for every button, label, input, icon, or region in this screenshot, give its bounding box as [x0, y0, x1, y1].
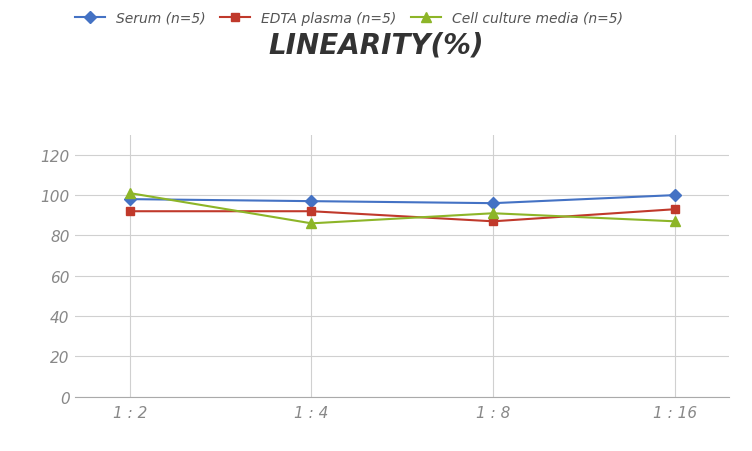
- EDTA plasma (n=5): [671, 207, 680, 212]
- Line: Cell culture media (n=5): Cell culture media (n=5): [125, 189, 680, 229]
- Line: EDTA plasma (n=5): EDTA plasma (n=5): [126, 206, 679, 226]
- Line: Serum (n=5): Serum (n=5): [126, 192, 679, 208]
- Cell culture media (n=5): [489, 211, 498, 216]
- Serum (n=5): [307, 199, 316, 204]
- Cell culture media (n=5): [307, 221, 316, 226]
- EDTA plasma (n=5): [489, 219, 498, 225]
- EDTA plasma (n=5): [125, 209, 134, 215]
- EDTA plasma (n=5): [307, 209, 316, 215]
- Cell culture media (n=5): [671, 219, 680, 225]
- Text: LINEARITY(%): LINEARITY(%): [268, 32, 484, 60]
- Cell culture media (n=5): [125, 191, 134, 196]
- Serum (n=5): [125, 197, 134, 202]
- Serum (n=5): [489, 201, 498, 207]
- Legend: Serum (n=5), EDTA plasma (n=5), Cell culture media (n=5): Serum (n=5), EDTA plasma (n=5), Cell cul…: [69, 6, 629, 31]
- Serum (n=5): [671, 193, 680, 198]
